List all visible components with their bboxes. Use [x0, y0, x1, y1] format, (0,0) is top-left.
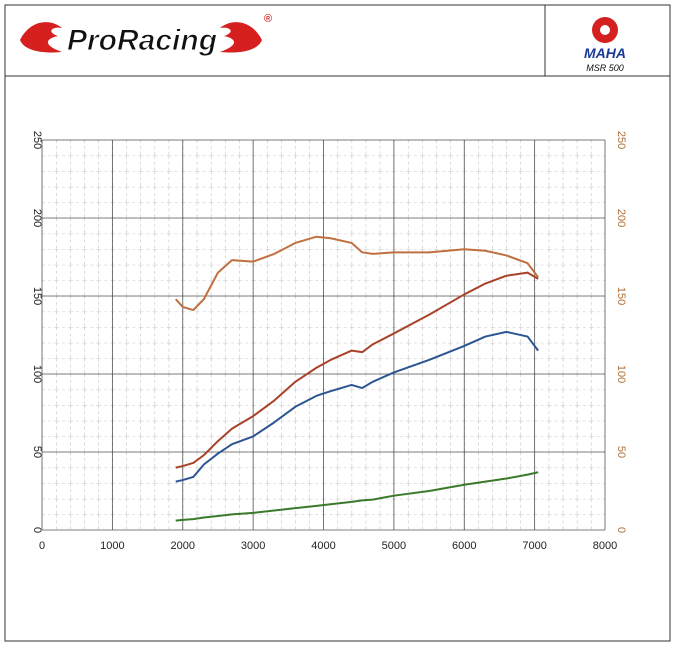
- x-tick-label: 8000: [593, 540, 617, 552]
- y2-tick-label: 150: [615, 287, 627, 305]
- x-tick-label: 0: [39, 540, 45, 552]
- x-tick-label: 1000: [100, 540, 124, 552]
- model-text: MSR 500: [586, 63, 624, 73]
- maha-logo: MAHA MSR 500: [584, 17, 626, 73]
- y-tick-label: 200: [31, 209, 43, 227]
- frame: [4, 4, 671, 642]
- y2-tick-label: 50: [615, 446, 627, 458]
- x-tick-label: 7000: [522, 540, 546, 552]
- x-tick-label: 3000: [241, 540, 265, 552]
- y2-tick-label: 200: [615, 209, 627, 227]
- brand-text: MAHA: [584, 45, 626, 61]
- y-tick-label: 0: [31, 527, 43, 533]
- y-tick-label: 250: [31, 131, 43, 149]
- x-tick-label: 5000: [382, 540, 406, 552]
- y-tick-label: 150: [31, 287, 43, 305]
- x-tick-label: 2000: [171, 540, 195, 552]
- y-tick-label: 100: [31, 365, 43, 383]
- y2-tick-label: 250: [615, 131, 627, 149]
- y2-tick-label: 100: [615, 365, 627, 383]
- y2-tick-label: 0: [615, 527, 627, 533]
- proracing-logo: ProRacing ®: [20, 13, 272, 58]
- x-tick-label: 6000: [452, 540, 476, 552]
- line-series: [175, 330, 539, 483]
- x-tick-label: 4000: [311, 540, 335, 552]
- line-series: [174, 235, 539, 312]
- logo-text: ProRacing: [67, 24, 217, 57]
- line-series: [175, 471, 539, 522]
- registered-mark: ®: [264, 13, 272, 25]
- y-tick-label: 50: [31, 446, 43, 458]
- line-series: [175, 271, 539, 469]
